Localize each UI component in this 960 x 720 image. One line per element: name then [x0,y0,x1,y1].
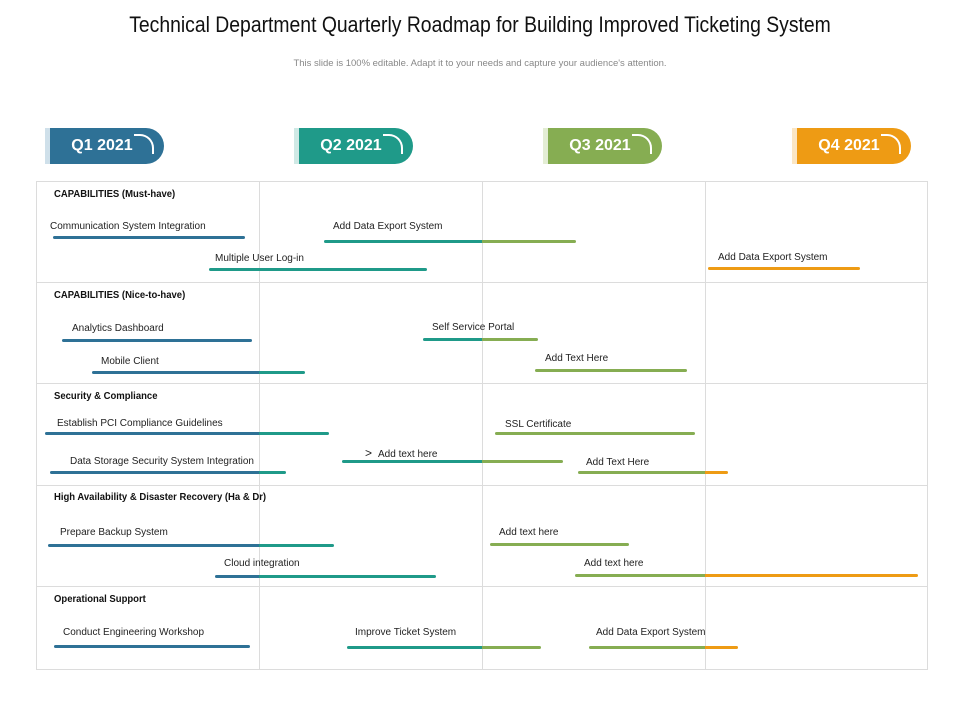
task-label: Establish PCI Compliance Guidelines [57,418,223,429]
task-bar [259,575,436,578]
task-label: Self Service Portal [432,322,515,333]
tab-stub [45,128,51,164]
task-label: Analytics Dashboard [72,323,164,334]
arc-icon [134,134,154,154]
task-bar [495,432,695,435]
task-label: Prepare Backup System [60,527,168,538]
section-header: Operational Support [54,594,146,605]
task-bar [342,460,482,463]
task-bar [48,544,259,547]
task-bar [482,240,576,243]
task-label: Communication System Integration [50,221,206,232]
task-bar [578,471,705,474]
task-bar [482,338,538,341]
arc-icon [632,134,652,154]
chevron-right-icon: > [365,446,373,460]
quarter-label: Q4 2021 [818,137,880,154]
grid-divider [36,383,928,384]
quarter-pill: Q4 2021 [797,128,911,164]
task-label: Multiple User Log-in [215,253,304,264]
task-bar [54,645,250,648]
task-label: Data Storage Security System Integration [70,456,254,467]
quarter-label: Q2 2021 [320,137,382,154]
task-bar [53,236,245,239]
task-bar [347,646,482,649]
task-bar [535,369,687,372]
quarter-label: Q1 2021 [71,137,133,154]
task-bar [705,471,728,474]
page-title: Technical Department Quarterly Roadmap f… [129,12,831,37]
task-bar [62,339,252,342]
task-bar [423,338,482,341]
task-bar [259,371,305,374]
task-label: Improve Ticket System [355,627,457,638]
tab-stub [294,128,300,164]
task-bar [482,646,541,649]
quarter-pill: Q1 2021 [50,128,164,164]
task-bar [705,574,918,577]
grid-divider [705,181,706,670]
arc-icon [881,134,901,154]
task-bar [92,371,259,374]
quarter-pill: Q2 2021 [299,128,413,164]
grid-divider [36,485,928,486]
task-bar [259,471,286,474]
arc-icon [383,134,403,154]
task-bar [50,471,259,474]
page-subtitle: This slide is 100% editable. Adapt it to… [293,58,667,69]
grid-divider [36,586,928,587]
section-header: Security & Compliance [54,391,158,402]
task-label: Add text here [584,558,644,569]
task-label: Add Data Export System [718,252,828,263]
task-label-text: Add text here [378,449,438,460]
task-bar [259,432,329,435]
grid-divider [482,181,483,670]
quarter-pill: Q3 2021 [548,128,662,164]
section-header: High Availability & Disaster Recovery (H… [54,492,267,503]
task-bar [708,267,860,270]
task-bar [324,240,482,243]
task-label: Mobile Client [101,356,159,367]
section-header: CAPABILITIES (Must-have) [54,189,176,200]
task-label: Add text here [499,527,559,538]
grid-divider [259,181,260,670]
task-bar [575,574,705,577]
grid-divider [36,282,928,283]
section-header: CAPABILITIES (Nice-to-have) [54,290,186,301]
task-bar [490,543,629,546]
task-bar [215,575,259,578]
tab-stub [543,128,549,164]
task-bar [209,268,427,271]
task-label: Add Text Here [545,353,609,364]
task-bar [45,432,259,435]
task-bar [259,544,334,547]
quarter-label: Q3 2021 [569,137,631,154]
task-label: Cloud integration [224,558,300,569]
task-label: SSL Certificate [505,419,572,430]
task-label: Add Data Export System [333,221,443,232]
task-bar [705,646,738,649]
task-label: Add Text Here [586,457,650,468]
task-bar [589,646,705,649]
tab-stub [792,128,798,164]
task-label: > Add text here [365,446,438,460]
task-label: Conduct Engineering Workshop [63,627,205,638]
task-label: Add Data Export System [596,627,706,638]
task-bar [482,460,563,463]
